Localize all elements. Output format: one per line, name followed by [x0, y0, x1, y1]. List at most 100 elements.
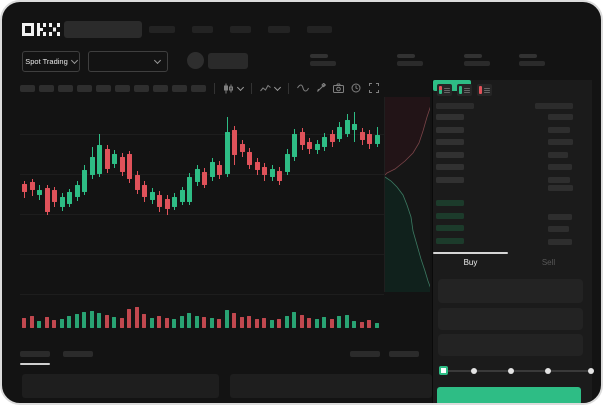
candle-body	[367, 134, 372, 144]
slider-step-dot[interactable]	[471, 368, 477, 374]
ask-price-bar[interactable]	[436, 139, 464, 146]
timeframe-button[interactable]	[77, 84, 92, 92]
last-price-bar[interactable]	[433, 80, 471, 91]
volume-bar	[157, 316, 161, 328]
bid-amount-bar[interactable]	[548, 213, 572, 220]
timeframe-button[interactable]	[96, 84, 111, 92]
pair-name-placeholder[interactable]	[208, 53, 248, 69]
ask-price-bar[interactable]	[436, 114, 464, 120]
candlestick-chart[interactable]	[20, 97, 432, 337]
volume-bar	[142, 314, 146, 328]
nav-item[interactable]	[192, 26, 213, 33]
candle-body	[134, 175, 140, 190]
ask-amount-bar[interactable]	[548, 126, 570, 133]
nav-item[interactable]	[307, 26, 332, 33]
chart-toolbar	[20, 82, 379, 94]
nav-item[interactable]	[268, 26, 290, 33]
candle-body	[284, 154, 290, 172]
ticker-stat	[310, 54, 336, 66]
volume-bar	[352, 321, 356, 328]
timeframe-button[interactable]	[191, 84, 206, 92]
ask-amount-bar[interactable]	[548, 151, 568, 158]
last-price-amount-bar[interactable]	[548, 185, 573, 191]
orderbook-header-amount[interactable]	[535, 103, 573, 109]
ask-amount-bar[interactable]	[548, 114, 573, 120]
slider-handle[interactable]	[439, 366, 448, 375]
fullscreen-icon[interactable]	[369, 83, 379, 93]
volume-bar	[314, 319, 319, 328]
bid-price-bar[interactable]	[436, 212, 464, 219]
candle-body	[232, 130, 237, 155]
ask-amount-bar[interactable]	[548, 164, 572, 171]
timeframe-button[interactable]	[134, 84, 149, 92]
nav-items	[149, 26, 332, 33]
ask-price-bar[interactable]	[436, 177, 464, 183]
gridline	[20, 214, 384, 215]
slider-step-dot[interactable]	[508, 368, 514, 374]
settings-icon[interactable]	[351, 83, 361, 93]
nav-item[interactable]	[230, 26, 251, 33]
book-asks-icon[interactable]	[477, 84, 492, 96]
gridline	[20, 294, 384, 295]
tab-sell[interactable]: Sell	[541, 258, 556, 267]
chart-footer-tab[interactable]	[350, 351, 380, 357]
okx-logo[interactable]	[22, 23, 60, 36]
candles-icon[interactable]	[223, 83, 234, 94]
bottom-panel[interactable]	[230, 374, 432, 398]
total-field[interactable]	[438, 334, 583, 356]
search-input[interactable]	[64, 21, 142, 38]
draw-icon[interactable]	[316, 83, 326, 93]
ask-price-bar[interactable]	[436, 126, 464, 133]
ask-amount-bar[interactable]	[548, 177, 570, 183]
pair-dropdown[interactable]	[88, 51, 168, 72]
volume-bar	[284, 316, 289, 328]
timeframe-button[interactable]	[20, 84, 35, 92]
camera-icon[interactable]	[333, 83, 344, 93]
timeframe-button[interactable]	[39, 84, 54, 92]
indicator-icon[interactable]	[260, 83, 271, 94]
tab-buy[interactable]: Buy	[463, 258, 478, 267]
active-tab-underline	[20, 363, 50, 365]
tab-indicator	[433, 252, 508, 254]
nav-item[interactable]	[149, 26, 175, 33]
amount-field[interactable]	[438, 308, 583, 330]
timeframe-button[interactable]	[58, 84, 73, 92]
ask-price-bar[interactable]	[436, 151, 464, 158]
price-field[interactable]	[438, 279, 583, 303]
candle-body	[157, 195, 162, 207]
depth-profile	[384, 97, 430, 292]
book-bids-icon[interactable]	[457, 84, 472, 96]
slider-step-dot[interactable]	[588, 368, 594, 374]
buy-submit-button[interactable]	[437, 387, 581, 403]
chart-footer-tab[interactable]	[389, 351, 419, 357]
market-type-dropdown[interactable]: Spot Trading	[22, 51, 80, 72]
volume-bar	[187, 313, 191, 328]
bottom-panel[interactable]	[22, 374, 219, 398]
bid-price-bar[interactable]	[436, 200, 464, 206]
candle-body	[254, 162, 260, 170]
ask-price-bar[interactable]	[436, 164, 464, 171]
top-navbar	[2, 2, 601, 46]
chart-footer-tab[interactable]	[20, 351, 50, 357]
candle-body	[119, 157, 125, 172]
ask-amount-bar[interactable]	[548, 139, 573, 146]
chevron-down-icon[interactable]	[236, 83, 245, 91]
volume-bar	[262, 318, 266, 328]
bid-price-bar[interactable]	[436, 225, 464, 232]
slider-step-dot[interactable]	[545, 368, 551, 374]
timeframe-button[interactable]	[153, 84, 168, 92]
divider	[288, 82, 289, 94]
book-split-icon[interactable]	[437, 84, 452, 96]
line-style-icon[interactable]	[297, 83, 309, 93]
bid-price-bar[interactable]	[436, 238, 464, 245]
bid-amount-bar[interactable]	[548, 226, 569, 233]
candle-body	[322, 137, 327, 147]
slider-track[interactable]	[441, 370, 590, 372]
timeframe-button[interactable]	[172, 84, 187, 92]
bid-amount-bar[interactable]	[548, 239, 572, 246]
chevron-down-icon[interactable]	[273, 83, 282, 91]
candle-body	[97, 145, 102, 174]
timeframe-button[interactable]	[115, 84, 130, 92]
orderbook-header-price[interactable]	[436, 103, 474, 109]
chart-footer-tab[interactable]	[63, 351, 93, 357]
